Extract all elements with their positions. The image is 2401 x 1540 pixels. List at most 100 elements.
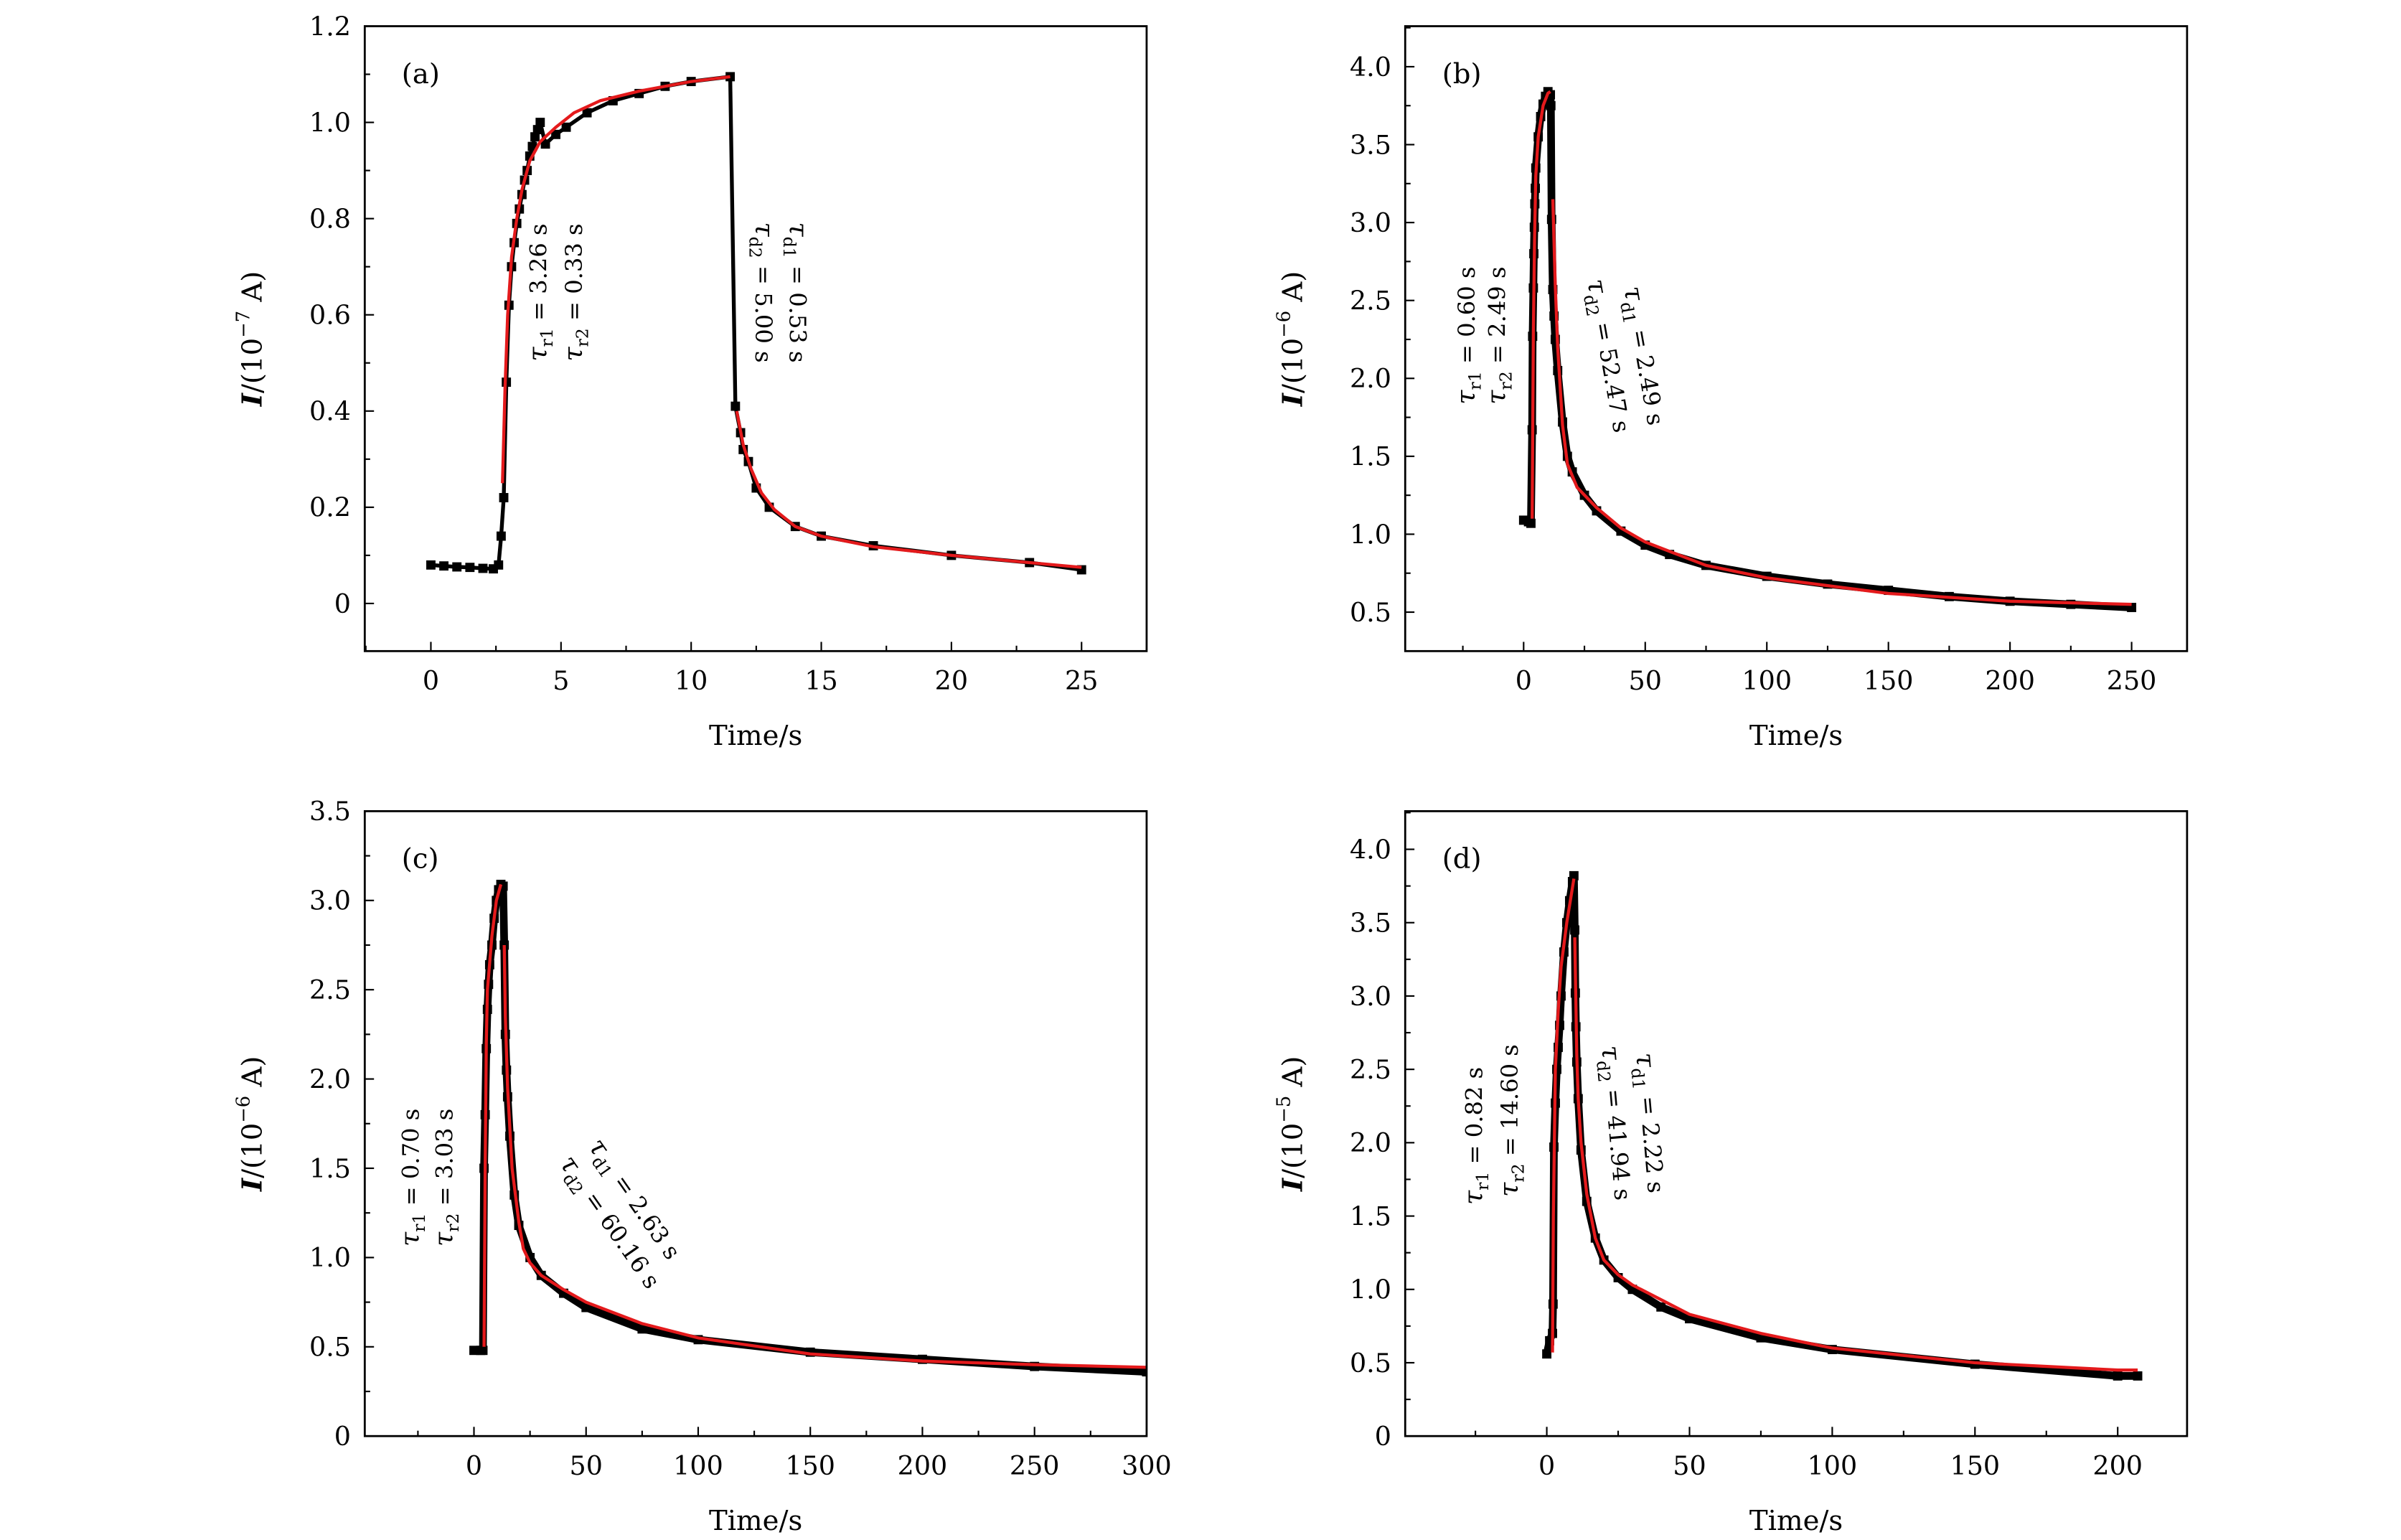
time-constant-annotation: τr2 = 14.60 s [1493,1044,1528,1197]
y-axis-label-prefix: /(10 [237,338,269,393]
y-tick-label: 1.0 [309,107,351,138]
measured-data-point [532,125,542,135]
plot-area [426,72,1086,575]
y-axis-label: I/(10−5 A) [1273,1056,1309,1192]
measured-data-point [496,531,506,541]
measured-data-point [2133,1371,2143,1381]
fit-curve [1551,878,1576,1353]
tau-value: = 3.26 s [525,223,552,328]
tau-symbol: τ [1481,390,1512,405]
tau-symbol: τ [394,1231,425,1246]
y-tick-label: 1.2 [309,11,351,42]
measured-data-point [494,560,504,570]
time-constant-annotation: τr1 = 0.60 s [1450,267,1485,405]
tau-subscript: r1 [1465,371,1485,390]
tau-symbol: τ [783,222,814,238]
measured-data-point [1569,870,1579,881]
measured-data-point [561,122,571,132]
x-tick-label: 100 [673,1450,723,1481]
y-tick-label: 0.2 [309,492,351,523]
tau-subscript: r2 [443,1213,463,1231]
x-tick-label: 0 [1538,1450,1555,1481]
y-tick-label: 3.5 [309,796,351,827]
y-tick-label: 1.5 [1350,1201,1391,1231]
y-axis-label-var: I [1277,392,1310,407]
tau-subscript: d1 [1627,1067,1649,1090]
time-constant-annotation: τr1 = 0.70 s [394,1109,429,1246]
measured-data-point [1546,100,1556,111]
x-tick-label: 25 [1065,665,1098,696]
x-tick-label: 0 [466,1450,482,1481]
panel-label: (d) [1442,843,1482,875]
tau-symbol: τ [1458,1190,1489,1205]
y-tick-label: 0 [1375,1421,1391,1452]
y-axis-label: I/(10−6 A) [1273,271,1309,407]
tau-subscript: r2 [1495,371,1516,390]
x-tick-label: 300 [1122,1450,1172,1481]
tau-value: = 14.60 s [1496,1044,1523,1163]
measured-connector-line [1546,875,2138,1377]
fit-curve [482,883,503,1347]
y-axis-label: I/(10−6 A) [232,1056,268,1192]
x-tick-label: 200 [898,1450,948,1481]
tau-subscript: d1 [779,237,799,258]
fit-curve [1551,199,2132,606]
y-tick-label: 3.0 [1350,207,1391,238]
y-tick-label: 0.8 [309,204,351,235]
y-axis-label-exp: −6 [1273,311,1295,338]
x-tick-label: 100 [1742,665,1792,696]
tau-value: = 0.60 s [1453,267,1480,372]
time-constant-annotation: τd2 = 5.00 s [746,222,781,363]
fit-curve [1531,90,1551,519]
y-tick-label: 0.4 [309,396,351,427]
y-tick-label: 3.0 [309,886,351,916]
tau-value: = 0.33 s [560,223,588,328]
measured-data-line [1543,871,2138,1380]
y-tick-label: 1.5 [1350,441,1391,472]
x-tick-label: 15 [804,665,837,696]
panel-label: (b) [1442,58,1482,90]
measured-data-point [551,129,561,139]
y-tick-label: 1.0 [1350,519,1391,550]
y-axis-label-prefix: /(10 [1277,338,1310,393]
y-axis-label-exp: −7 [232,311,254,338]
y-tick-label: 1.0 [309,1242,351,1273]
y-tick-label: 2.0 [1350,1127,1391,1158]
measured-data-point [530,132,540,142]
measured-data-point [452,562,462,572]
x-tick-label: 50 [1629,665,1662,696]
measured-data-line [474,881,1147,1376]
chart-panel-d: 0 50 100 150 200 0 0.5 1.0 1.5 2.0 2.5 3.0 3.5 4.0 Tim… [1273,809,2189,1537]
x-tick-label: 250 [1010,1450,1060,1481]
x-tick-label: 250 [2107,665,2157,696]
y-tick-label: 2.0 [309,1064,351,1094]
plot-area [1518,87,2137,612]
time-constant-annotation: τr2 = 0.33 s [558,223,593,361]
y-axis-label-var: I [1277,1177,1310,1192]
y-axis-label-var: I [237,1177,269,1192]
time-constant-annotation: τd1 = 0.53 s [779,222,814,363]
tau-symbol: τ [522,347,553,362]
tau-symbol: τ [1595,1044,1627,1062]
tau-value: = 0.70 s [397,1109,424,1213]
tau-symbol: τ [1493,1182,1524,1197]
x-tick-label: 200 [2092,1450,2143,1481]
tau-subscript: d1 [1616,301,1640,326]
y-axis-label-var: I [237,392,269,407]
measured-data-point [499,493,509,502]
tau-symbol: τ [1450,390,1481,405]
time-constant-annotation: τr2 = 2.49 s [1481,267,1516,405]
x-axis-label: Time/s [1749,1505,1843,1537]
y-tick-label: 0 [334,1421,351,1452]
y-axis-label: I/(10−7 A) [232,271,268,407]
plot-frame [1404,809,2189,1437]
measured-data-point [637,1324,647,1334]
panel-label: (a) [402,58,440,90]
time-constant-annotation: τr1 = 0.82 s [1458,1067,1493,1205]
tau-subscript: r1 [537,328,557,347]
plot-area [469,879,1147,1377]
y-tick-label: 0.5 [1350,1348,1391,1379]
measured-data-point [1756,1333,1766,1343]
y-tick-label: 0.6 [309,300,351,331]
